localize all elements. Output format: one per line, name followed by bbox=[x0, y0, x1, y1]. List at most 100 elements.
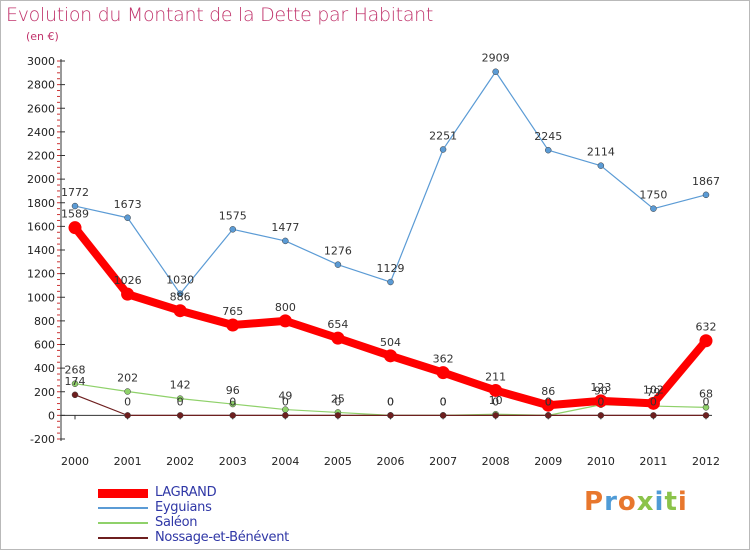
x-tick-label: 2003 bbox=[219, 455, 247, 468]
y-tick-label: 400 bbox=[34, 362, 55, 375]
data-label: 1772 bbox=[61, 186, 89, 199]
data-label: 504 bbox=[380, 336, 401, 349]
data-label: 0 bbox=[177, 395, 184, 408]
data-label: 1026 bbox=[114, 274, 142, 287]
data-point bbox=[229, 400, 236, 408]
data-label: 0 bbox=[124, 395, 131, 408]
data-label: 1030 bbox=[166, 274, 194, 287]
x-tick-label: 2009 bbox=[534, 455, 562, 468]
data-label: 0 bbox=[387, 395, 394, 408]
y-tick-label: 1800 bbox=[27, 197, 55, 210]
data-label: 123 bbox=[590, 381, 611, 394]
legend-label: Saléon bbox=[155, 515, 198, 530]
data-point bbox=[229, 412, 236, 419]
data-label: 68 bbox=[699, 387, 713, 400]
y-tick-label: 1200 bbox=[27, 268, 55, 281]
legend-swatch bbox=[98, 522, 148, 524]
data-point bbox=[334, 261, 342, 268]
data-label: 654 bbox=[327, 318, 348, 331]
data-point bbox=[121, 287, 135, 301]
data-point bbox=[334, 412, 342, 419]
data-point bbox=[278, 314, 292, 328]
y-tick-label: 3000 bbox=[27, 55, 55, 68]
data-point bbox=[702, 404, 710, 411]
y-tick-label: 2400 bbox=[27, 126, 55, 139]
data-label: 2245 bbox=[534, 130, 562, 143]
y-tick-label: 2800 bbox=[27, 79, 55, 92]
data-point bbox=[594, 394, 608, 408]
data-label: 49 bbox=[278, 390, 292, 403]
data-label: 632 bbox=[696, 321, 717, 334]
data-point bbox=[492, 412, 499, 419]
data-point bbox=[489, 383, 503, 397]
data-label: 1750 bbox=[639, 189, 667, 202]
series-line bbox=[74, 71, 707, 295]
y-tick-label: 2600 bbox=[27, 102, 55, 115]
data-label: 96 bbox=[226, 384, 240, 397]
data-label: 1276 bbox=[324, 245, 352, 258]
data-point bbox=[650, 412, 657, 419]
legend-label: LAGRAND bbox=[155, 485, 217, 500]
data-label: 25 bbox=[331, 392, 345, 405]
data-label: 86 bbox=[541, 385, 555, 398]
data-label: 886 bbox=[170, 291, 191, 304]
data-label: 1129 bbox=[377, 262, 405, 275]
data-label: 0 bbox=[387, 395, 394, 408]
y-tick-label: 800 bbox=[34, 315, 55, 328]
y-tick-label: 600 bbox=[34, 339, 55, 352]
y-tick-label: 2000 bbox=[27, 173, 55, 186]
data-label: 0 bbox=[492, 395, 499, 408]
x-tick-label: 2008 bbox=[482, 455, 510, 468]
data-point bbox=[387, 278, 394, 286]
data-label: 2114 bbox=[587, 146, 615, 159]
legend-swatch bbox=[98, 537, 148, 539]
data-point bbox=[124, 412, 131, 419]
data-label: 0 bbox=[282, 395, 289, 408]
data-label: 765 bbox=[222, 305, 243, 318]
legend-label: Eyguians bbox=[155, 500, 212, 515]
legend-label: Nossage-et-Bénévent bbox=[155, 530, 289, 545]
unit-label: (en €) bbox=[26, 30, 59, 43]
y-tick-label: -200 bbox=[30, 433, 55, 446]
data-label: 10 bbox=[489, 394, 503, 407]
data-label: 2251 bbox=[429, 129, 457, 142]
data-point bbox=[176, 412, 184, 419]
legend-swatch bbox=[98, 507, 148, 509]
data-label: 1867 bbox=[692, 175, 720, 188]
data-point bbox=[282, 237, 289, 245]
data-point bbox=[597, 412, 605, 419]
chart-title: Evolution du Montant de la Dette par Hab… bbox=[6, 4, 434, 26]
data-point bbox=[68, 221, 82, 235]
x-tick-label: 2000 bbox=[61, 455, 89, 468]
data-label: 102 bbox=[643, 383, 664, 396]
data-point bbox=[71, 380, 79, 387]
data-point bbox=[545, 412, 552, 419]
data-point bbox=[282, 412, 289, 419]
data-label: 1477 bbox=[271, 221, 299, 234]
x-tick-label: 2001 bbox=[114, 455, 142, 468]
data-point bbox=[702, 191, 710, 199]
data-label: 0 bbox=[440, 395, 447, 408]
data-label: 211 bbox=[485, 370, 506, 383]
data-point bbox=[545, 146, 552, 154]
data-point bbox=[597, 162, 605, 169]
data-point bbox=[439, 146, 447, 153]
x-tick-label: 2007 bbox=[429, 455, 457, 468]
data-label: 1589 bbox=[61, 208, 89, 221]
data-point bbox=[71, 202, 79, 210]
y-tick-label: 0 bbox=[48, 409, 55, 422]
data-point bbox=[436, 366, 450, 380]
data-point bbox=[229, 226, 236, 233]
series-points bbox=[68, 68, 713, 419]
y-tick-label: 1600 bbox=[27, 220, 55, 233]
proxiti-logo: Proxiti bbox=[584, 487, 688, 517]
series-lines bbox=[71, 71, 710, 416]
data-point bbox=[124, 388, 131, 395]
data-label: 2909 bbox=[482, 52, 510, 65]
data-point bbox=[387, 412, 394, 419]
data-label: 800 bbox=[275, 301, 296, 314]
data-point bbox=[541, 398, 555, 412]
data-point bbox=[699, 334, 713, 348]
data-point bbox=[71, 391, 79, 399]
